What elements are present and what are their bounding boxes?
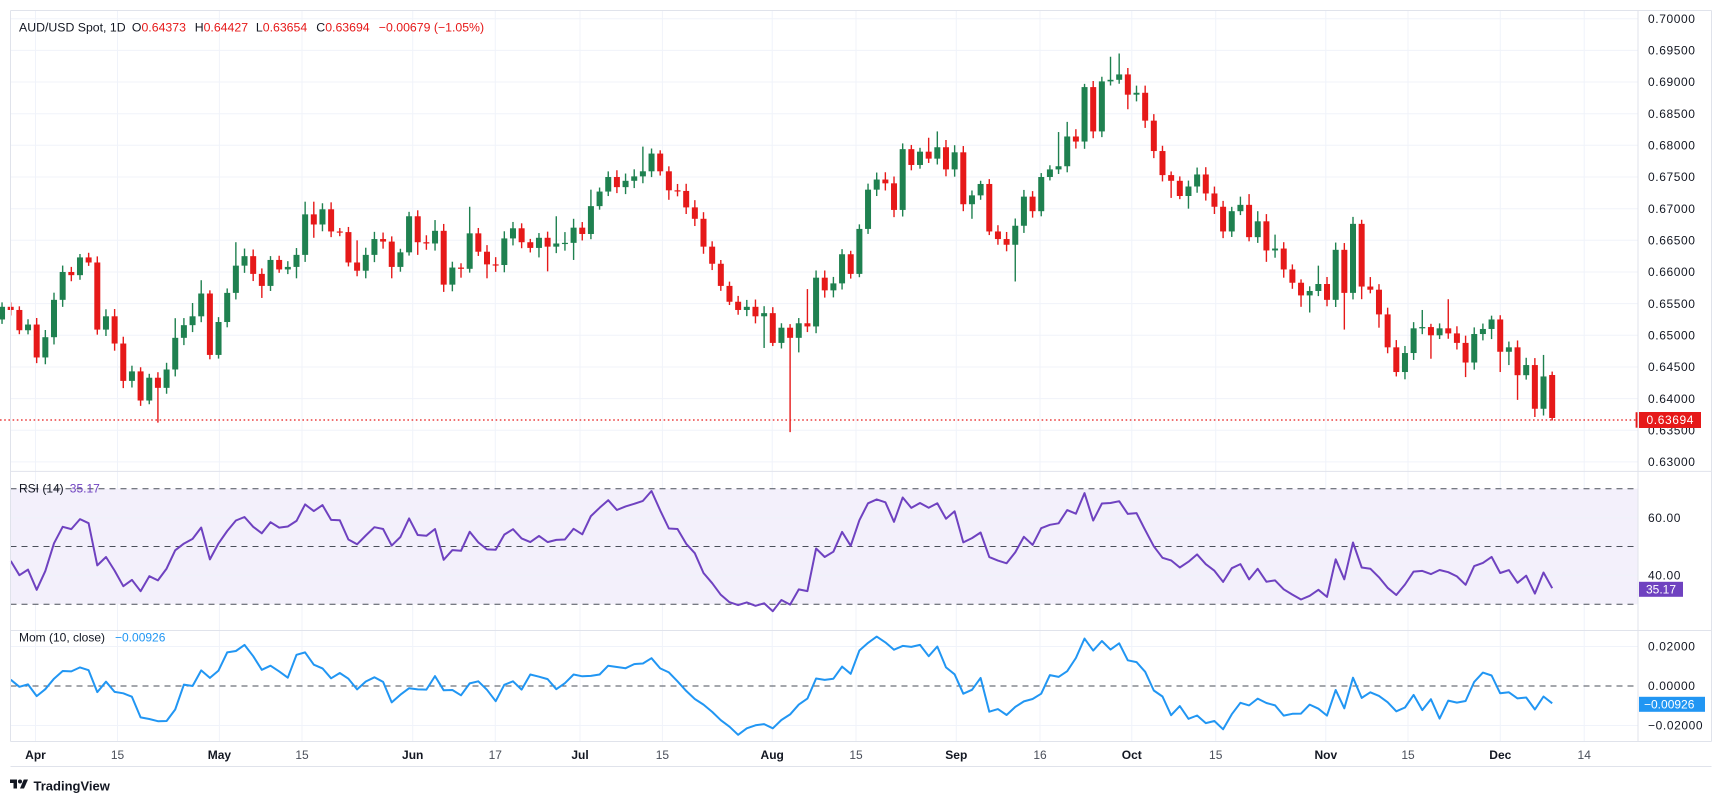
svg-text:0.63000: 0.63000 (1648, 455, 1696, 469)
svg-text:0.67500: 0.67500 (1648, 170, 1696, 184)
svg-text:Jun: Jun (402, 748, 423, 762)
svg-text:0.70000: 0.70000 (1648, 12, 1696, 26)
svg-text:May: May (208, 748, 232, 762)
svg-text:O0.64373: O0.64373 (132, 21, 186, 35)
svg-text:0.69500: 0.69500 (1648, 44, 1696, 58)
svg-text:0.02000: 0.02000 (1648, 640, 1696, 654)
svg-text:C0.63694: C0.63694 (316, 21, 370, 35)
svg-text:0.67000: 0.67000 (1648, 202, 1696, 216)
svg-text:Sep: Sep (945, 748, 967, 762)
svg-text:AUD/USD Spot, 1D: AUD/USD Spot, 1D (19, 21, 126, 35)
svg-text:Aug: Aug (761, 748, 784, 762)
svg-text:H0.64427: H0.64427 (195, 21, 249, 35)
svg-text:15: 15 (1209, 748, 1223, 762)
svg-text:0.63694: 0.63694 (1647, 413, 1695, 427)
svg-text:−0.00926: −0.00926 (115, 631, 166, 645)
svg-text:−0.00926: −0.00926 (1644, 698, 1695, 712)
svg-text:0.00000: 0.00000 (1648, 679, 1696, 693)
svg-text:−0.00679 (−1.05%): −0.00679 (−1.05%) (379, 21, 484, 35)
svg-text:Apr: Apr (25, 748, 46, 762)
svg-text:15: 15 (1401, 748, 1415, 762)
svg-text:Jul: Jul (571, 748, 588, 762)
svg-text:−0.02000: −0.02000 (1648, 719, 1703, 733)
svg-text:RSI (14): RSI (14) (19, 482, 64, 496)
svg-text:L0.63654: L0.63654 (256, 21, 307, 35)
svg-text:Dec: Dec (1489, 748, 1511, 762)
svg-text:0.64000: 0.64000 (1648, 392, 1696, 406)
svg-text:0.68500: 0.68500 (1648, 107, 1696, 121)
svg-text:0.65500: 0.65500 (1648, 297, 1696, 311)
svg-text:0.64500: 0.64500 (1648, 360, 1696, 374)
svg-text:Oct: Oct (1122, 748, 1142, 762)
svg-text:Nov: Nov (1314, 748, 1337, 762)
svg-text:35.17: 35.17 (1646, 583, 1676, 597)
svg-text:0.66000: 0.66000 (1648, 265, 1696, 279)
svg-text:0.65000: 0.65000 (1648, 329, 1696, 343)
svg-text:17: 17 (489, 748, 503, 762)
svg-text:0.68000: 0.68000 (1648, 139, 1696, 153)
svg-text:0.66500: 0.66500 (1648, 234, 1696, 248)
svg-text:15: 15 (849, 748, 863, 762)
svg-text:15: 15 (111, 748, 125, 762)
svg-text:14: 14 (1578, 748, 1592, 762)
svg-text:40.00: 40.00 (1648, 569, 1681, 583)
svg-text:Mom (10, close): Mom (10, close) (19, 631, 105, 645)
svg-text:15: 15 (295, 748, 309, 762)
svg-text:0.69000: 0.69000 (1648, 75, 1696, 89)
svg-text:TradingView: TradingView (34, 779, 111, 794)
svg-text:16: 16 (1033, 748, 1047, 762)
svg-text:15: 15 (656, 748, 670, 762)
svg-text:60.00: 60.00 (1648, 511, 1681, 525)
svg-text:35.17: 35.17 (70, 482, 100, 496)
